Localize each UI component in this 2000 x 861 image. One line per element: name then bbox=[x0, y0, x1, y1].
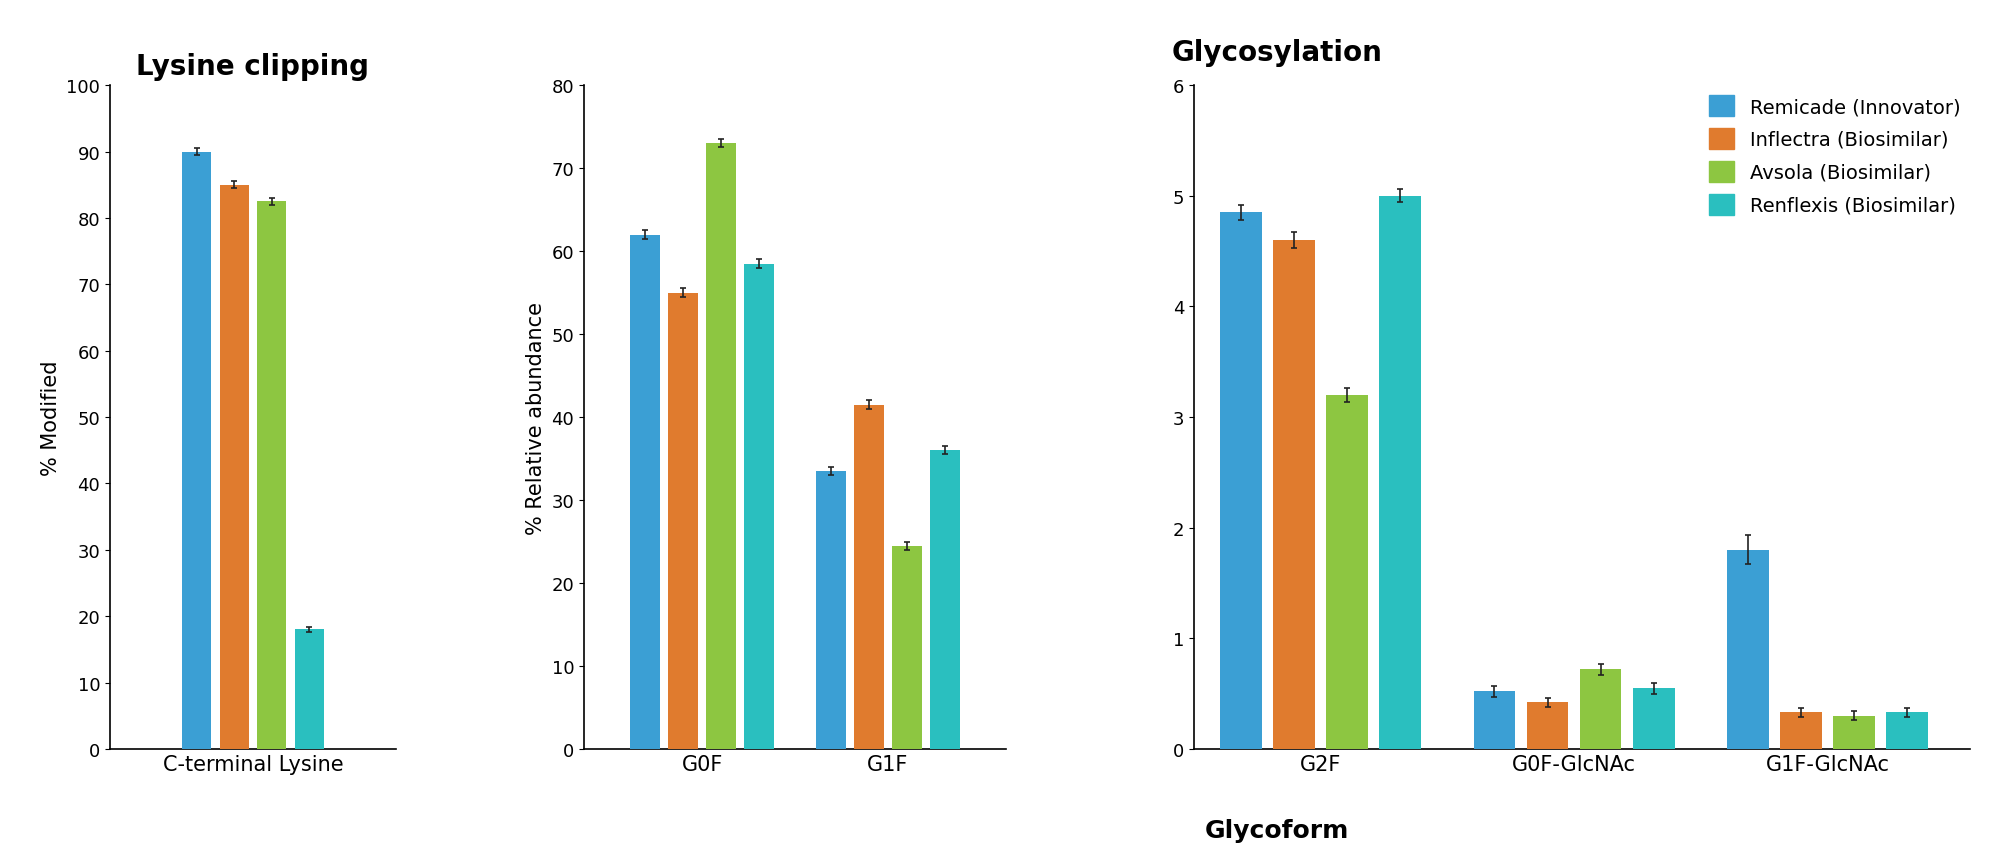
Bar bbox=[1326, 395, 1368, 749]
Bar bbox=[220, 185, 248, 749]
Legend: Remicade (Innovator), Inflectra (Biosimilar), Avsola (Biosimilar), Renflexis (Bi: Remicade (Innovator), Inflectra (Biosimi… bbox=[1708, 96, 1960, 215]
Bar bbox=[1580, 670, 1622, 749]
Title: Lysine clipping: Lysine clipping bbox=[136, 53, 370, 81]
Bar bbox=[1220, 214, 1262, 749]
Bar bbox=[1526, 703, 1568, 749]
Bar bbox=[182, 152, 210, 749]
Bar bbox=[630, 235, 660, 749]
Text: Glycosylation: Glycosylation bbox=[1172, 39, 1382, 66]
Bar bbox=[1380, 196, 1422, 749]
Text: Glycoform: Glycoform bbox=[1204, 818, 1350, 842]
Bar bbox=[1632, 688, 1674, 749]
Y-axis label: % Modified: % Modified bbox=[40, 360, 60, 475]
Bar bbox=[1886, 713, 1928, 749]
Bar bbox=[1780, 713, 1822, 749]
Bar bbox=[744, 264, 774, 749]
Bar bbox=[258, 202, 286, 749]
Bar bbox=[892, 546, 922, 749]
Bar bbox=[1274, 241, 1316, 749]
Bar bbox=[1474, 691, 1516, 749]
Y-axis label: % Relative abundance: % Relative abundance bbox=[526, 301, 546, 534]
Bar bbox=[706, 144, 736, 749]
Bar bbox=[854, 406, 884, 749]
Bar bbox=[294, 629, 324, 749]
Bar bbox=[816, 472, 846, 749]
Bar bbox=[930, 450, 960, 749]
Bar bbox=[1834, 716, 1874, 749]
Bar bbox=[1726, 550, 1768, 749]
Bar bbox=[668, 294, 698, 749]
